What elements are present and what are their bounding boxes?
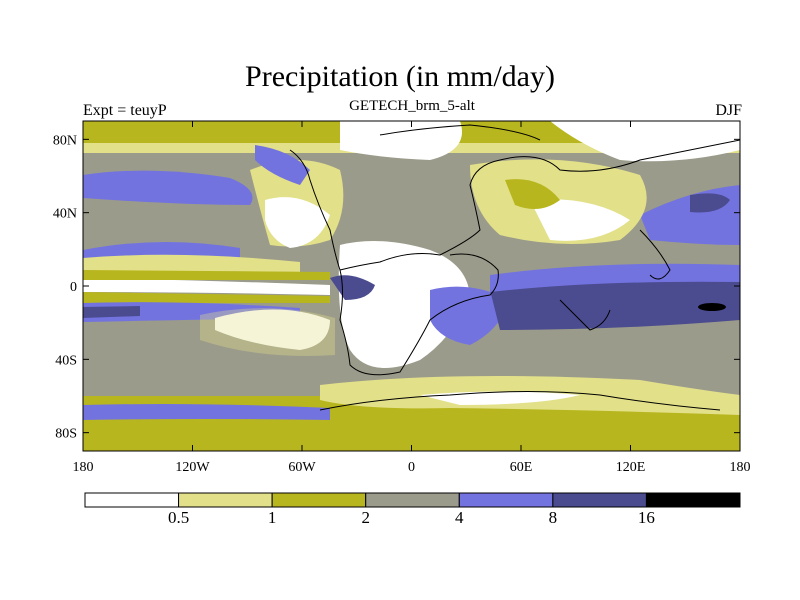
lon-tick-label: 180: [730, 460, 751, 475]
field-s-pacific-dry: [215, 309, 330, 350]
coastline-arctic: [379, 124, 541, 141]
coastlines: [289, 124, 740, 411]
field-max-precip: [698, 303, 726, 311]
colorbar-label: 16: [638, 508, 655, 527]
lon-tick-label: 60E: [510, 460, 533, 475]
field-s-pacific-halo: [200, 308, 335, 356]
experiment-label: Expt = teuyP: [83, 102, 167, 119]
coastline-antarctica: [319, 391, 721, 411]
lon-tick-label: 0: [408, 460, 415, 475]
field-indian-ocean-blue: [490, 263, 740, 292]
coastline-south-america-africa: [339, 253, 499, 376]
colorbar-label: 0.5: [168, 508, 189, 527]
field-equatorial-dark: [330, 275, 375, 300]
colorbar-swatch: [458, 492, 554, 508]
colorbar-label: 8: [549, 508, 558, 527]
field-n-america-dry: [265, 197, 330, 248]
lat-tick-label: 0: [70, 280, 77, 295]
field-indian-ocean-dark: [490, 278, 740, 330]
field-eq-olive-n: [83, 270, 330, 280]
field-eq-dry: [83, 278, 330, 295]
colorbar-label: 4: [455, 508, 464, 527]
field-europe-olive: [505, 179, 560, 209]
lon-tick-label: 180: [73, 460, 94, 475]
season-label: DJF: [715, 102, 742, 119]
field-n-pacific-storm: [83, 170, 253, 205]
colorbar-swatch: [365, 492, 460, 508]
colorbar-swatch: [271, 492, 367, 508]
field-w-pacific-dark: [690, 193, 730, 213]
coastline-east-asia: [639, 229, 671, 280]
colorbar-swatch: [552, 492, 647, 508]
coastline-north: [289, 139, 740, 271]
field-africa-dry: [338, 241, 470, 368]
lat-tick-label: 40N: [53, 207, 77, 222]
field-eq-olive-s: [83, 292, 330, 303]
field-asia-dry: [530, 199, 630, 241]
colorbar-swatch: [178, 492, 273, 508]
field-southern-ocean-blue: [83, 404, 330, 420]
field-arctic-dry: [340, 121, 462, 160]
map-axes: 80N 40N 0 40S 80S 180 120W 60W 0 60E 120E 180: [53, 121, 751, 475]
field-n-subtropic: [83, 254, 300, 275]
plot-subtitle: GETECH_brm_5-alt: [349, 98, 475, 114]
lon-tick-label: 120W: [175, 460, 210, 475]
lat-tick-label: 80S: [55, 427, 77, 442]
coastline-india: [559, 299, 611, 331]
plot-title: Precipitation (in mm/day): [245, 60, 555, 93]
lat-tick-label: 40S: [55, 353, 77, 368]
lon-tick-label: 120E: [616, 460, 646, 475]
field-congo-wet: [430, 286, 510, 345]
colorbar: 0.5 1 2 4 8 16: [84, 492, 741, 527]
precipitation-field: [83, 121, 740, 451]
lon-tick-label: 60W: [288, 460, 316, 475]
colorbar-swatch: [84, 492, 180, 508]
field-antarctic-dry: [420, 391, 580, 405]
colorbar-label: 2: [361, 508, 370, 527]
lat-tick-label: 80N: [53, 133, 77, 148]
colorbar-swatch: [645, 492, 741, 508]
field-itcz-dark: [83, 306, 140, 318]
colorbar-label: 1: [268, 508, 277, 527]
field-n-america-west-wet: [255, 145, 310, 185]
field-siberia-dry: [550, 121, 740, 162]
